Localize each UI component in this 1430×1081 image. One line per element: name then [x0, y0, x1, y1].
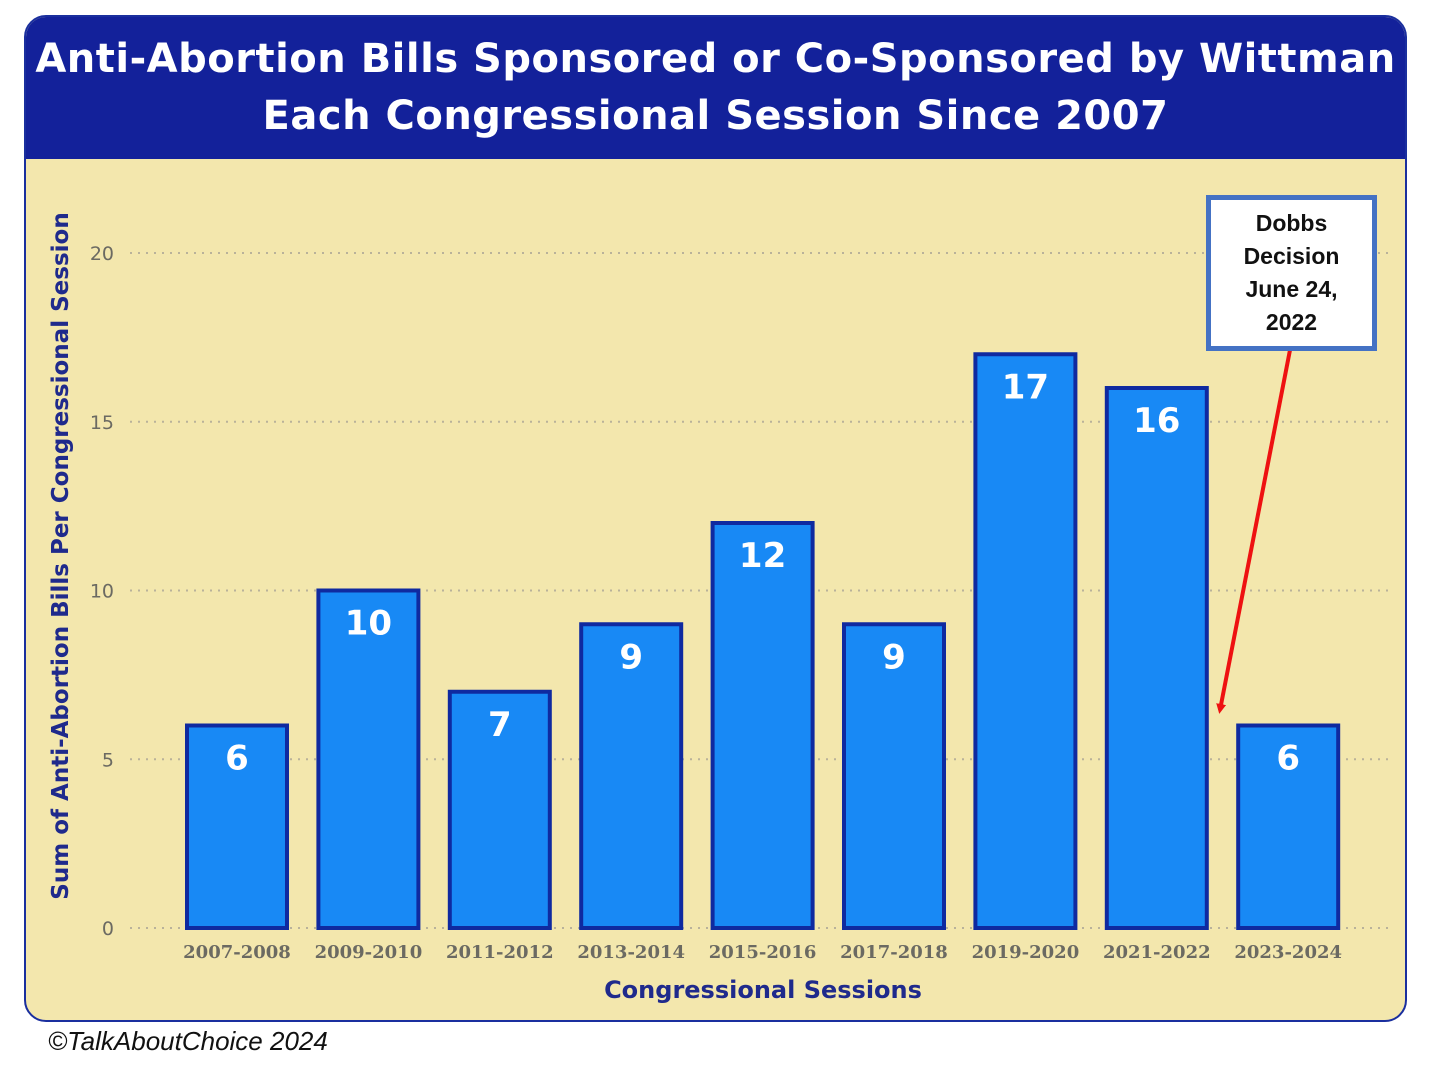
bar-value-label: 7 — [488, 705, 512, 745]
bar-2019-2020 — [973, 352, 1078, 930]
bar-value-label: 17 — [1002, 367, 1049, 407]
bar-value-label: 10 — [345, 604, 392, 644]
bar-2017-2018 — [842, 622, 946, 930]
data-labels: 6 10 7 9 12 9 17 16 6 — [225, 367, 1300, 778]
x-tick-label: 2023-2024 — [1234, 942, 1342, 963]
bars — [185, 352, 1341, 930]
bar-2023-2024 — [1236, 723, 1341, 930]
y-tick-label: 15 — [90, 412, 114, 434]
y-tick-label: 0 — [102, 918, 114, 940]
bar-2021-2022 — [1104, 386, 1209, 930]
bar-value-label: 16 — [1133, 401, 1180, 441]
y-tick-label: 5 — [102, 749, 114, 771]
bar-2013-2014 — [579, 622, 684, 930]
y-axis-label: Sum of Anti-Abortion Bills Per Congressi… — [48, 212, 74, 900]
x-tick-label: 2015-2016 — [709, 942, 817, 963]
dobbs-arrow — [1216, 349, 1292, 714]
bar-2009-2010 — [316, 588, 421, 930]
bar-2011-2012 — [447, 689, 552, 930]
y-tick-label: 20 — [90, 243, 114, 265]
copyright-credit: ©TalkAboutChoice 2024 — [48, 1026, 328, 1056]
dobbs-callout-box: Dobbs Decision June 24, 2022 — [1206, 195, 1377, 351]
x-tick-label: 2007-2008 — [183, 942, 291, 963]
dobbs-callout-text: Dobbs Decision June 24, 2022 — [1243, 210, 1340, 335]
bar-2007-2008 — [185, 723, 289, 930]
bar-2015-2016 — [710, 521, 815, 930]
x-tick-label: 2021-2022 — [1103, 942, 1211, 963]
bar-value-label: 9 — [882, 637, 906, 677]
chart-title-line-2: Each Congressional Session Since 2007 — [262, 93, 1169, 139]
y-tick-label: 10 — [90, 581, 114, 603]
x-tick-label: 2011-2012 — [446, 942, 554, 963]
chart-title-line-1: Anti-Abortion Bills Sponsored or Co-Spon… — [35, 36, 1396, 82]
x-tick-label: 2009-2010 — [315, 942, 423, 963]
x-tick-label: 2019-2020 — [972, 942, 1080, 963]
x-tick-label: 2013-2014 — [577, 942, 685, 963]
title-bar: Anti-Abortion Bills Sponsored or Co-Spon… — [26, 17, 1405, 159]
bar-value-label: 6 — [225, 739, 249, 779]
bar-value-label: 12 — [739, 536, 786, 576]
tick-labels: 0 5 10 15 20 2007-2008 2009-2010 2011-2012 2013-… — [90, 243, 1342, 963]
x-axis-label: Congressional Sessions — [604, 976, 922, 1004]
x-tick-label: 2017-2018 — [840, 942, 948, 963]
bar-value-label: 9 — [619, 637, 643, 677]
bar-value-label: 6 — [1276, 739, 1300, 779]
